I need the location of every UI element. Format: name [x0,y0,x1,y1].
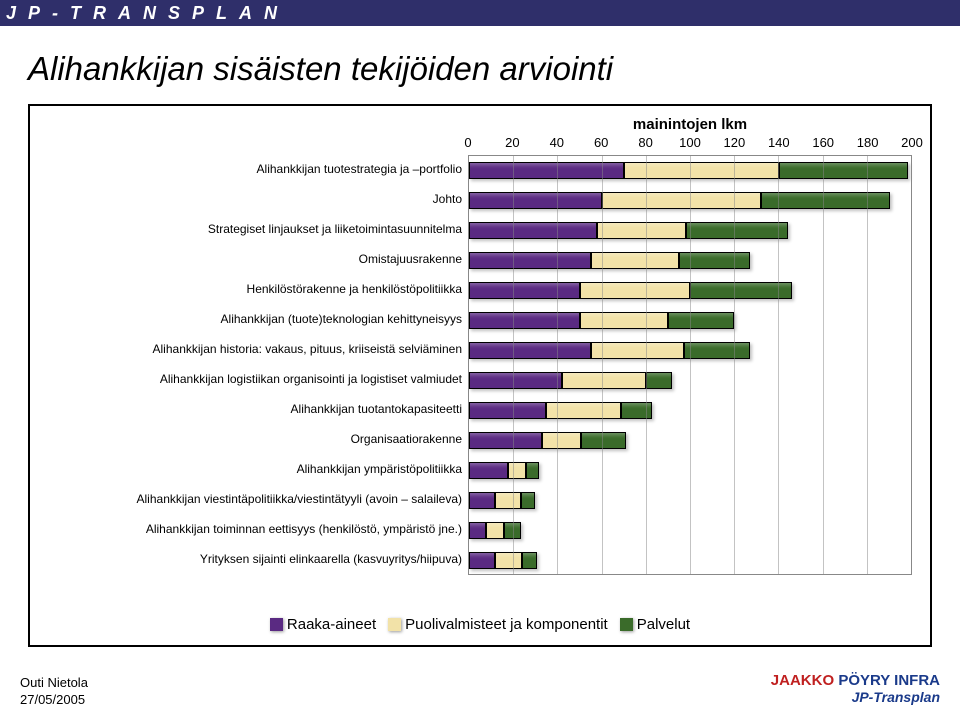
category-label: Alihankkijan logistiikan organisointi ja… [48,365,468,395]
category-label: Alihankkijan tuotantokapasiteetti [48,395,468,425]
chart-title: mainintojen lkm [468,116,912,133]
page-title: Alihankkijan sisäisten tekijöiden arvioi… [28,50,613,88]
category-column: Alihankkijan tuotestrategia ja –portfoli… [48,155,468,575]
footer-brand-b: PÖYRY [838,672,890,689]
category-label: Henkilöstörakenne ja henkilöstöpolitiikk… [48,275,468,305]
gridline [867,156,868,574]
category-label: Alihankkijan viestintäpolitiikka/viestin… [48,485,468,515]
x-tick: 100 [679,135,701,150]
category-label: Omistajuusrakenne [48,245,468,275]
footer-author-block: Outi Nietola 27/05/2005 [20,675,88,709]
gridline [734,156,735,574]
x-tick: 80 [638,135,652,150]
legend-swatch [388,618,401,631]
x-tick: 20 [505,135,519,150]
legend: Raaka-aineet Puolivalmisteet ja komponent… [30,616,930,633]
legend-label: Palvelut [637,616,690,633]
bars-column [468,155,912,575]
legend-item: Puolivalmisteet ja komponentit [388,616,608,633]
gridline [557,156,558,574]
category-label: Alihankkijan tuotestrategia ja –portfoli… [48,155,468,185]
x-tick: 200 [901,135,923,150]
footer-brand-a: JAAKKO [771,672,834,689]
x-tick: 140 [768,135,790,150]
gridline [778,156,779,574]
category-label: Alihankkijan historia: vakaus, pituus, k… [48,335,468,365]
legend-item: Raaka-aineet [270,616,376,633]
category-label: Yrityksen sijainti elinkaarella (kasvuyr… [48,545,468,575]
category-label: Strategiset linjaukset ja liiketoimintas… [48,215,468,245]
x-tick: 60 [594,135,608,150]
x-tick: 120 [724,135,746,150]
gridline [823,156,824,574]
gridline [646,156,647,574]
plot-body: Alihankkijan tuotestrategia ja –portfoli… [48,155,912,575]
chart-container: mainintojen lkm 0 20 40 60 80 100 120 140 160 180… [28,104,932,647]
footer-author: Outi Nietola [20,675,88,692]
legend-swatch [620,618,633,631]
footer-brand-c: INFRA [894,672,940,689]
footer-brand-sub: JP-Transplan [771,689,940,705]
category-label: Alihankkijan ympäristöpolitiikka [48,455,468,485]
legend-swatch [270,618,283,631]
footer-brand-block: JAAKKO PÖYRY INFRA JP-Transplan [771,672,940,705]
legend-item: Palvelut [620,616,690,633]
gridline [513,156,514,574]
axis-row: 020406080100120140160180200 [48,135,912,155]
category-label: Alihankkijan (tuote)teknologian kehittyn… [48,305,468,335]
x-tick: 160 [812,135,834,150]
x-tick: 180 [857,135,879,150]
gridline [602,156,603,574]
legend-label: Raaka-aineet [287,616,376,633]
category-label: Johto [48,185,468,215]
x-axis-ticks: 020406080100120140160180200 [468,135,912,155]
brand-header: JP-TRANSPLAN [0,0,960,26]
plot-grid [468,155,912,575]
category-label: Organisaatiorakenne [48,425,468,455]
category-label: Alihankkijan toiminnan eettisyys (henkil… [48,515,468,545]
x-tick: 40 [550,135,564,150]
footer-date: 27/05/2005 [20,692,88,709]
x-tick: 0 [464,135,471,150]
gridline [690,156,691,574]
legend-label: Puolivalmisteet ja komponentit [405,616,608,633]
